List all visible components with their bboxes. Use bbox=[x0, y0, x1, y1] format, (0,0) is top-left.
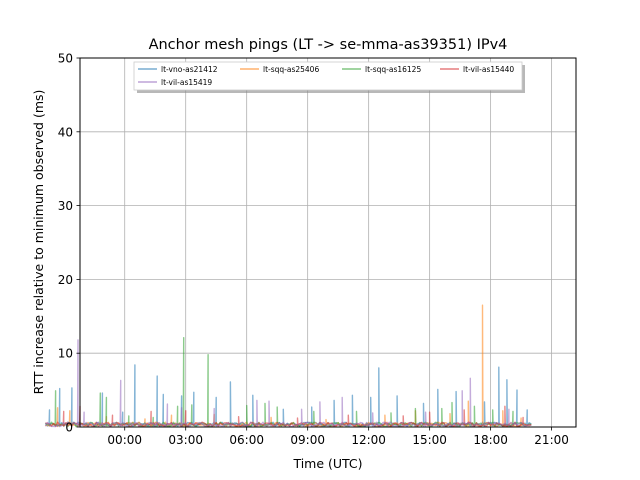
x-tick-label: 18:00 bbox=[473, 433, 508, 447]
legend-label: lt-vil-as15440 bbox=[463, 65, 514, 74]
x-tick-label: 12:00 bbox=[351, 433, 386, 447]
x-tick-label: 06:00 bbox=[229, 433, 264, 447]
chart-title: Anchor mesh pings (LT -> se-mma-as39351)… bbox=[149, 37, 508, 53]
y-tick-label: 20 bbox=[58, 273, 73, 287]
y-tick-label: 30 bbox=[58, 199, 73, 213]
series-line bbox=[44, 339, 532, 428]
series-line bbox=[45, 337, 532, 428]
series-line bbox=[45, 304, 532, 428]
y-axis: 0 10 20 30 40 50 bbox=[58, 52, 80, 435]
x-tick-label: 21:00 bbox=[534, 433, 569, 447]
plot-series bbox=[44, 304, 532, 428]
y-tick-label: 0 bbox=[65, 421, 73, 435]
x-tick-label: 00:00 bbox=[107, 433, 142, 447]
legend-label: lt-vno-as21412 bbox=[161, 65, 218, 74]
x-axis-label: Time (UTC) bbox=[292, 456, 362, 471]
plot-frame bbox=[79, 57, 577, 428]
y-tick-label: 40 bbox=[58, 125, 73, 139]
legend-label: lt-sqq-as25406 bbox=[263, 65, 319, 74]
y-axis-label: RTT increase relative to minimum observe… bbox=[31, 90, 46, 395]
legend-label: lt-vil-as15419 bbox=[161, 78, 212, 87]
y-tick-label: 10 bbox=[58, 347, 73, 361]
legend-box bbox=[133, 61, 523, 91]
gridlines bbox=[80, 57, 576, 428]
series-line bbox=[44, 364, 532, 428]
legend-label: lt-sqq-as16125 bbox=[365, 65, 421, 74]
x-tick-label: 09:00 bbox=[290, 433, 325, 447]
y-tick-label: 50 bbox=[58, 52, 73, 66]
x-axis: 00:00 03:00 06:00 09:00 12:00 15:00 18:00 21:00 bbox=[107, 427, 569, 447]
legend: lt-vno-as21412 lt-sqq-as25406 lt-sqq-as161… bbox=[133, 61, 525, 93]
x-tick-label: 03:00 bbox=[168, 433, 203, 447]
x-tick-label: 15:00 bbox=[412, 433, 447, 447]
